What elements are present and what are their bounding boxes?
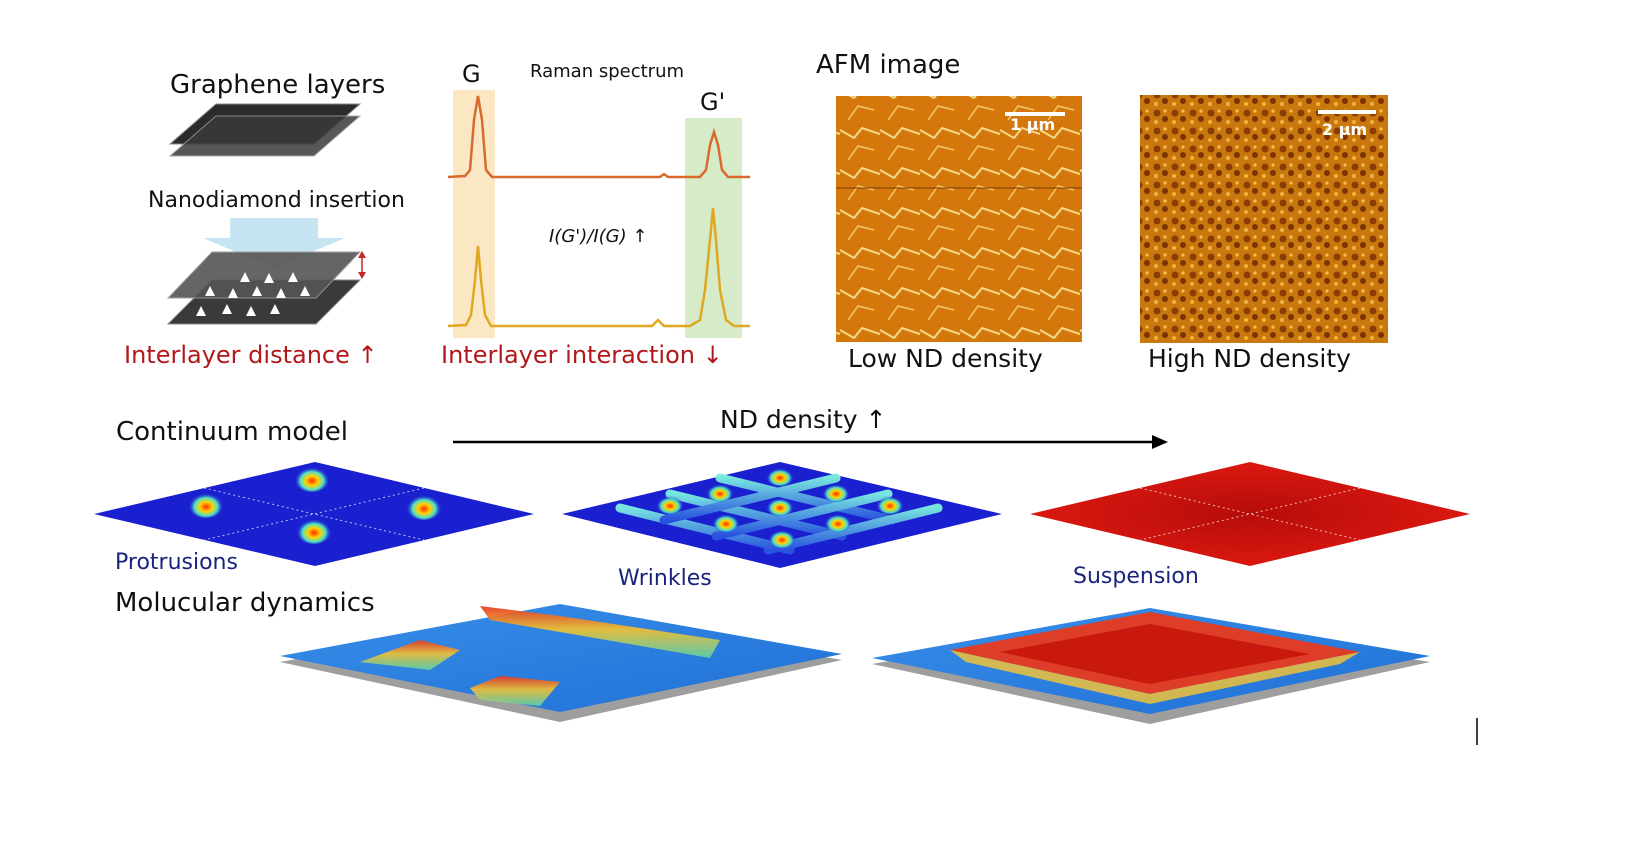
graphene-layers-schematic (168, 103, 362, 157)
afm-high-scalebar (1318, 110, 1376, 114)
md-suspension-surface (872, 608, 1430, 724)
nd-density-arrow-label: ND density ↑ (720, 405, 887, 434)
low-nd-density-caption: Low ND density (848, 344, 1043, 373)
raman-curve-bottom (447, 207, 750, 328)
suspension-label: Suspension (1073, 564, 1199, 589)
raman-curve-top (447, 95, 750, 179)
continuum-suspension-surface (1030, 462, 1470, 566)
interlayer-interaction-label: Interlayer interaction ↓ (441, 341, 723, 369)
gprime-peak-label: G' (700, 88, 726, 116)
afm-image-title: AFM image (816, 50, 961, 80)
molecular-dynamics-title: Molucular dynamics (115, 588, 375, 618)
continuum-protrusions-surface (94, 462, 534, 566)
high-nd-density-caption: High ND density (1148, 344, 1351, 373)
afm-high-scale-text: 2 μm (1322, 120, 1368, 139)
afm-high-density-image (1140, 95, 1388, 343)
intensity-ratio-label: I(G')/I(G) ↑ (549, 226, 648, 247)
continuum-model-title: Continuum model (116, 417, 348, 447)
insertion-arrow (203, 218, 345, 268)
afm-low-scalebar (1005, 112, 1065, 116)
interlayer-distance-label: Interlayer distance ↑ (124, 341, 378, 369)
continuum-wrinkles-surface (562, 462, 1002, 568)
nanodiamond-insertion-label: Nanodiamond insertion (148, 188, 405, 213)
md-wrinkles-surface (280, 604, 842, 722)
protrusions-label: Protrusions (115, 550, 238, 575)
wrinkles-label: Wrinkles (618, 566, 712, 591)
nd-density-arrow (453, 435, 1168, 449)
graphene-with-nanodiamonds-schematic (166, 251, 366, 325)
afm-low-density-image (836, 96, 1082, 342)
raman-spectrum-plot (447, 90, 750, 338)
graphene-layers-title: Graphene layers (170, 70, 386, 100)
g-peak-label: G (462, 60, 481, 88)
gprime-band-highlight (685, 118, 742, 338)
raman-spectrum-title: Raman spectrum (530, 61, 685, 82)
afm-low-scale-text: 1 μm (1010, 115, 1056, 134)
